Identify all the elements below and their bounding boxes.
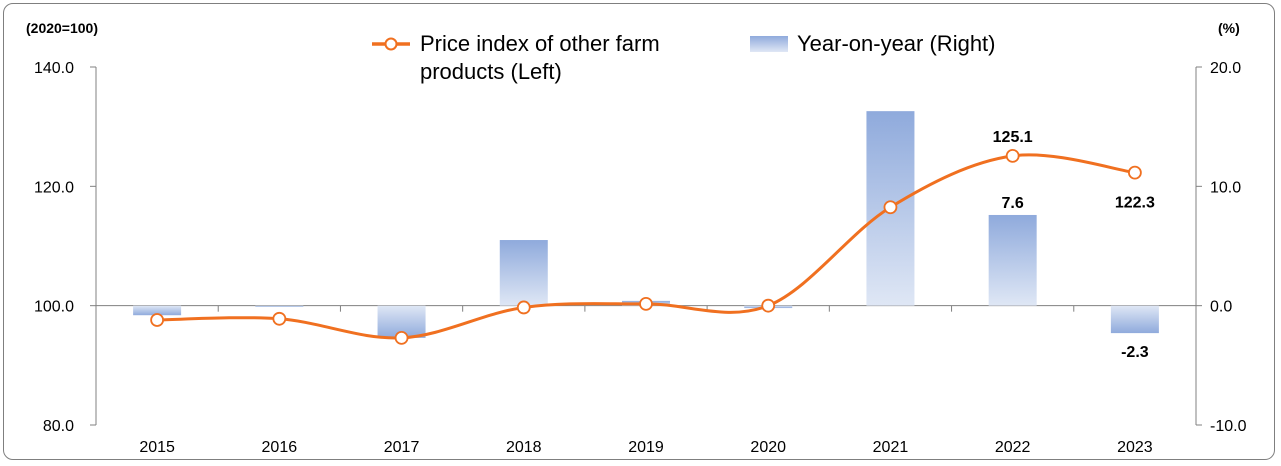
right-tick-label: 20.0 [1210, 60, 1241, 77]
price-index-point [394, 330, 409, 345]
line-series [150, 149, 1142, 345]
yoy-bar [133, 305, 182, 316]
x-tick-label: 2016 [262, 439, 298, 456]
x-tick-label: 2018 [506, 439, 542, 456]
price-index-point [883, 200, 898, 215]
legend-bar-swatch [750, 36, 788, 52]
price-index-point [150, 313, 165, 327]
legend-marker-swatch [384, 37, 398, 51]
price-index-point [272, 311, 287, 326]
left-tick-label: 100.0 [34, 299, 74, 316]
data-labels: 125.1 122.3 7.6 -2.3 [993, 129, 1155, 361]
price-index-point [1005, 149, 1020, 163]
x-tick-label: 2022 [995, 439, 1031, 456]
x-tick-label: 2019 [628, 439, 664, 456]
axes: 80.0 100.0 120.0 140.0 -10.0 0.0 10.0 20.0 2015 2… [34, 60, 1247, 456]
chart-frame [3, 3, 1275, 460]
yoy-bar [988, 214, 1037, 306]
legend-label-line-1: Price index of other farm [420, 31, 660, 56]
legend-label-bar: Year-on-year (Right) [797, 31, 996, 56]
right-tick-label: 0.0 [1210, 299, 1232, 316]
x-tick-label: 2021 [873, 439, 909, 456]
price-index-point [516, 300, 531, 315]
price-index-point [761, 298, 776, 313]
right-tick-label: -10.0 [1210, 418, 1247, 435]
x-tick-label: 2020 [750, 439, 786, 456]
yoy-bar [1110, 305, 1159, 334]
x-tick-label: 2017 [384, 439, 420, 456]
legend: Price index of other farm products (Left… [372, 31, 996, 84]
data-label: -2.3 [1121, 344, 1149, 361]
right-axis-unit: (%) [1218, 20, 1240, 36]
x-tick-label: 2023 [1117, 439, 1153, 456]
data-label: 122.3 [1115, 195, 1155, 212]
price-index-point [639, 296, 653, 311]
x-tick-label: 2015 [139, 439, 175, 456]
left-tick-label: 140.0 [34, 60, 74, 77]
data-label: 125.1 [993, 129, 1033, 146]
legend-label-line-2: products (Left) [420, 59, 562, 84]
left-tick-label: 120.0 [34, 179, 74, 196]
yoy-bar [255, 305, 304, 307]
left-tick-label: 80.0 [43, 418, 74, 435]
left-axis-unit: (2020=100) [26, 20, 98, 36]
right-tick-label: 10.0 [1210, 179, 1241, 196]
yoy-bar [499, 240, 548, 306]
price-index-point [1127, 165, 1142, 180]
data-label: 7.6 [1002, 195, 1024, 212]
